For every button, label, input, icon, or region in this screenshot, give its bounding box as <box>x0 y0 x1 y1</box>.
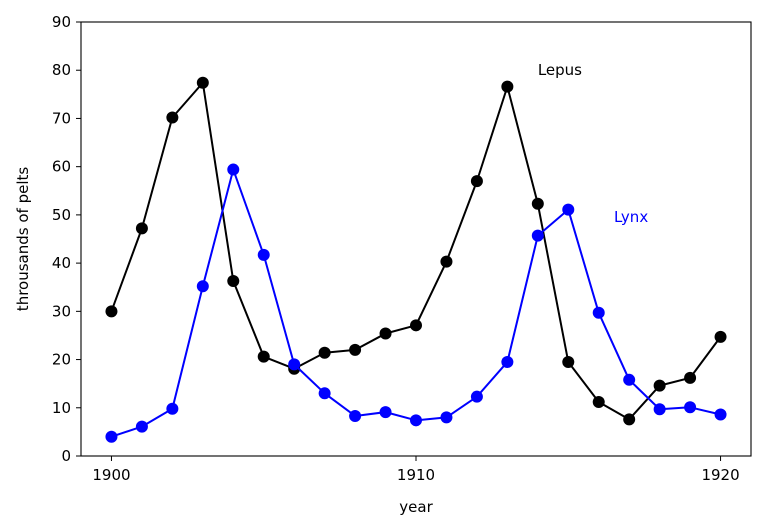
y-tick-label: 40 <box>52 254 71 272</box>
data-point-lynx <box>166 402 179 415</box>
x-axis-label: year <box>399 498 433 516</box>
annotation-lepus: Lepus <box>538 61 582 79</box>
data-point-lynx <box>410 414 422 427</box>
y-tick-label: 0 <box>61 447 71 465</box>
y-tick-label: 70 <box>52 109 71 127</box>
data-point-lynx <box>623 373 636 386</box>
data-point-lepus <box>440 255 453 268</box>
data-point-lynx <box>592 306 605 319</box>
data-point-lynx <box>440 411 453 424</box>
data-point-lepus <box>135 222 148 235</box>
x-tick-label: 1900 <box>92 466 130 484</box>
y-tick-label: 20 <box>52 351 71 369</box>
data-point-lynx <box>562 203 575 216</box>
data-point-lynx <box>379 406 392 419</box>
data-point-lynx <box>135 420 148 433</box>
data-point-lepus <box>196 76 209 89</box>
data-point-lepus <box>227 274 240 287</box>
y-tick-label: 30 <box>52 302 71 320</box>
series-lepus <box>105 76 727 426</box>
data-point-lepus <box>562 355 575 368</box>
data-point-lepus <box>470 175 483 188</box>
data-point-lepus <box>349 343 362 356</box>
data-point-lepus <box>714 330 727 343</box>
data-point-lepus <box>257 350 270 363</box>
data-point-lynx <box>714 408 727 421</box>
data-point-lepus <box>653 379 666 392</box>
y-tick-label: 10 <box>52 399 71 417</box>
data-point-lynx <box>501 355 514 368</box>
data-point-lepus <box>166 111 179 124</box>
data-point-lynx <box>105 430 118 443</box>
data-point-lynx <box>653 403 666 416</box>
x-axis: 1900 1910 1920 <box>92 456 740 484</box>
series-layer <box>105 76 727 443</box>
data-point-lynx <box>196 280 209 293</box>
data-point-lynx <box>684 401 697 414</box>
x-tick-label: 1910 <box>397 466 435 484</box>
data-point-lynx <box>288 358 301 371</box>
data-point-lepus <box>592 395 605 408</box>
data-point-lepus <box>501 80 514 93</box>
y-tick-label: 90 <box>52 13 71 31</box>
data-point-lynx <box>227 163 240 176</box>
data-point-lynx <box>257 248 270 261</box>
data-point-lepus <box>531 197 544 210</box>
data-point-lynx <box>349 409 362 422</box>
data-point-lepus <box>410 319 422 332</box>
data-point-lynx <box>318 387 331 400</box>
data-point-lepus <box>318 346 331 359</box>
data-point-lepus <box>623 413 636 426</box>
y-axis-label: throusands of pelts <box>14 167 32 312</box>
y-tick-label: 60 <box>52 158 71 176</box>
data-point-lynx <box>470 390 483 403</box>
y-tick-label: 80 <box>52 61 71 79</box>
data-point-lepus <box>379 327 392 340</box>
data-point-lynx <box>531 229 544 242</box>
annotation-lynx: Lynx <box>614 208 648 226</box>
x-tick-label: 1920 <box>701 466 739 484</box>
y-tick-label: 50 <box>52 206 71 224</box>
series-lynx <box>105 163 727 443</box>
data-point-lepus <box>105 305 118 318</box>
annotations: Lepus Lynx <box>538 61 649 226</box>
data-point-lepus <box>684 371 697 384</box>
y-axis: 0 10 20 30 40 50 60 70 80 90 <box>52 13 81 465</box>
